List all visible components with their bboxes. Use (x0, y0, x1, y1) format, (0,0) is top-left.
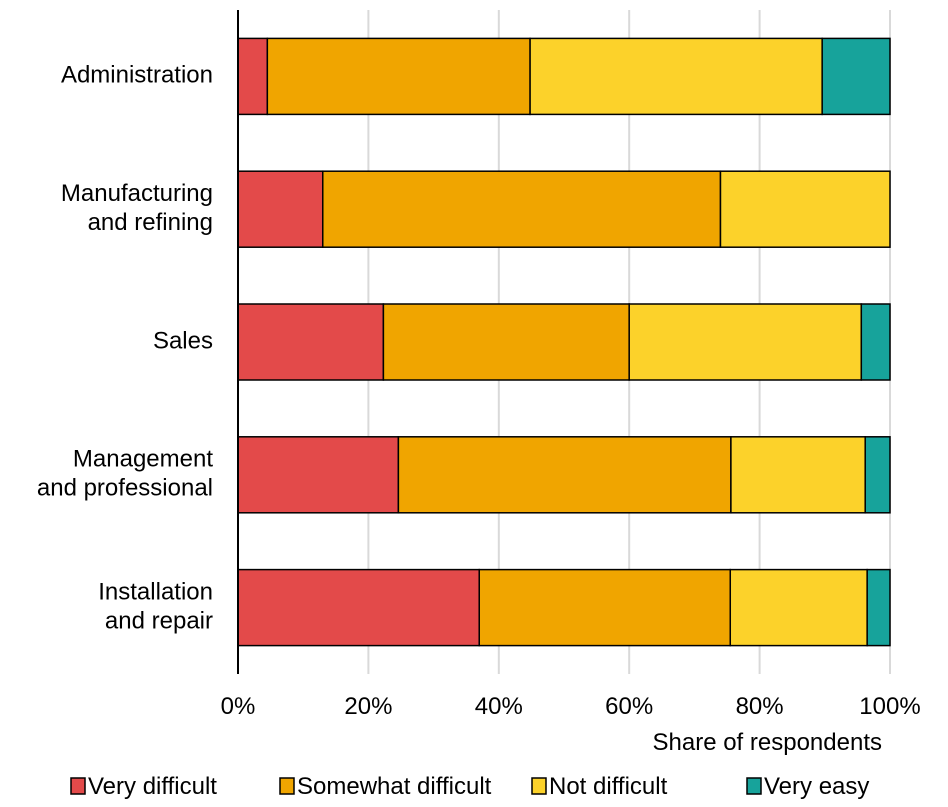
category-label: and professional (37, 475, 213, 502)
bar-segment (237, 436, 400, 514)
x-tick-label: 20% (344, 693, 392, 720)
bar-segment (382, 303, 630, 381)
x-tick-label: 60% (605, 693, 653, 720)
x-tick-label: 40% (475, 693, 523, 720)
bar-segment (237, 568, 480, 647)
bar-segment (729, 568, 868, 647)
legend-label: Not difficult (549, 773, 668, 800)
legend-label: Very easy (764, 773, 869, 800)
legend-swatch (746, 777, 762, 795)
bar-segment (237, 303, 385, 381)
category-label: Administration (61, 62, 213, 89)
legend-label: Very difficult (88, 773, 217, 800)
legend-swatch (279, 777, 295, 795)
category-label: Management (73, 446, 213, 473)
x-tick-label: 80% (736, 693, 784, 720)
bar-segment (397, 436, 732, 514)
legend-label: Somewhat difficult (297, 773, 492, 800)
x-tick-label: 0% (221, 693, 256, 720)
bar-segment (866, 568, 891, 647)
bar-segment (266, 37, 531, 116)
bars (237, 37, 891, 647)
bar-segment (478, 568, 732, 647)
legend-swatch (531, 777, 547, 795)
bar-segment (237, 37, 269, 116)
x-tick-labels: 0% 20% 40% 60% 80% 100% (221, 693, 921, 720)
bar-segment (864, 436, 891, 514)
bar-segment (237, 170, 324, 248)
legend-swatch (70, 777, 86, 795)
bar-segment (730, 436, 866, 514)
category-label: and repair (105, 607, 213, 634)
legend: Very difficult Somewhat difficult Not diff… (70, 773, 869, 800)
category-label: Installation (98, 578, 213, 605)
category-label: and refining (88, 209, 213, 236)
bar-segment (860, 303, 891, 381)
bar-segment (719, 170, 891, 248)
x-tick-label: 100% (859, 693, 920, 720)
bar-segment (628, 303, 863, 381)
bar-segment (529, 37, 823, 116)
bar-segment (322, 170, 722, 248)
x-axis-label: Share of respondents (653, 729, 883, 756)
category-label: Manufacturing (61, 180, 213, 207)
bar-segment (821, 37, 891, 116)
category-label: Sales (153, 327, 213, 354)
